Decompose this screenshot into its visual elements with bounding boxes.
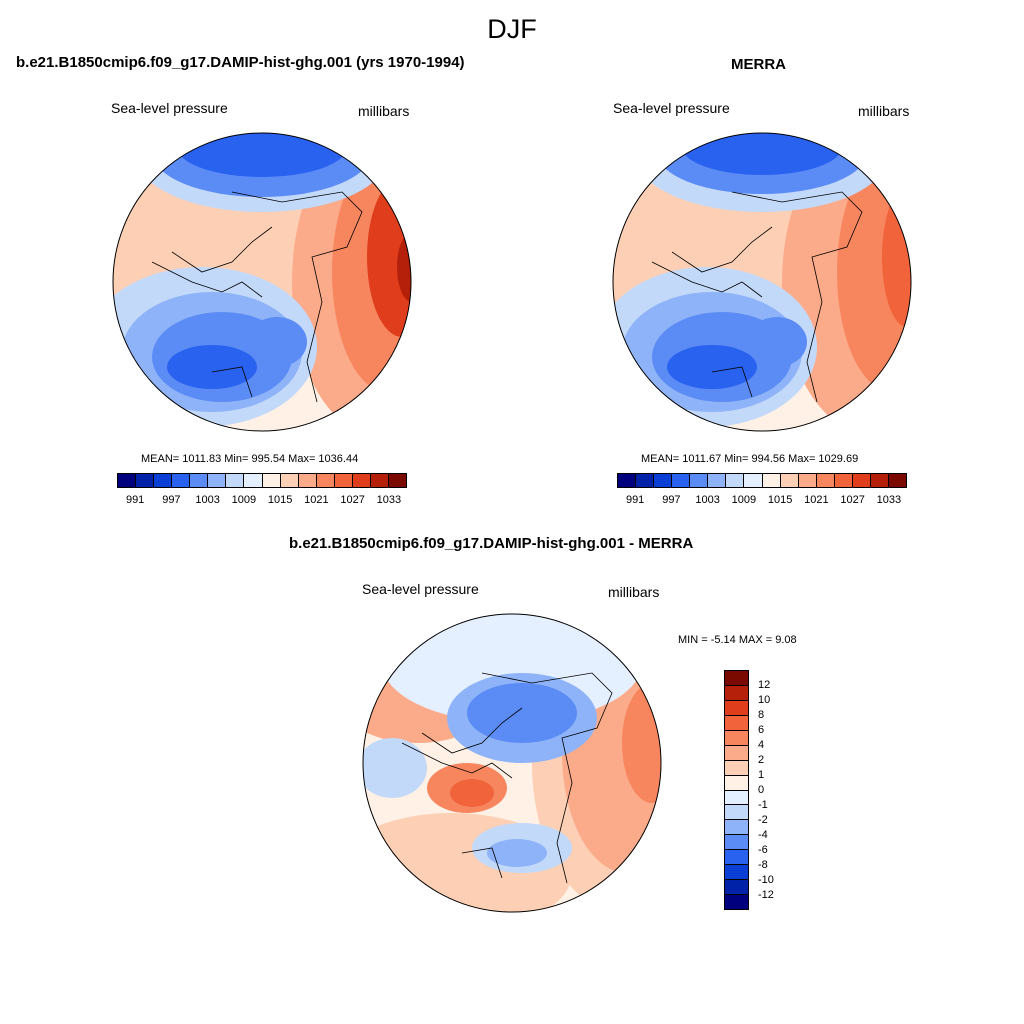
colorbar-swatch	[725, 685, 748, 701]
colorbar-swatch	[352, 474, 371, 487]
colorbar-swatch	[726, 474, 745, 487]
colorbar-swatch	[690, 474, 709, 487]
colorbar-swatch	[725, 790, 748, 806]
colorbar-swatch	[154, 474, 173, 487]
colorbar-swatch	[798, 474, 817, 487]
colorbar-swatch	[636, 474, 655, 487]
colorbar-tick-label: -10	[758, 874, 774, 886]
panel2-map	[612, 132, 912, 432]
colorbar-tick-label: 10	[758, 694, 771, 706]
colorbar-tick-label: 12	[758, 679, 771, 691]
panel2-title: MERRA	[731, 56, 786, 73]
colorbar-swatch	[780, 474, 799, 487]
colorbar-swatch	[725, 760, 748, 776]
colorbar-swatch	[190, 474, 209, 487]
colorbar-tick-label: 997	[662, 494, 681, 506]
panel2-units: millibars	[858, 103, 910, 119]
colorbar-swatch	[725, 895, 748, 909]
colorbar-swatch	[870, 474, 889, 487]
colorbar-tick-label: -6	[758, 844, 768, 856]
colorbar-tick-label: 2	[758, 754, 765, 766]
colorbar-swatch	[316, 474, 335, 487]
colorbar-swatch	[298, 474, 317, 487]
colorbar-tick-label: 1033	[876, 494, 902, 506]
colorbar-swatch	[172, 474, 191, 487]
colorbar-swatch	[725, 850, 748, 866]
colorbar-swatch	[725, 805, 748, 821]
colorbar-swatch	[725, 865, 748, 881]
colorbar-tick-label: 1027	[840, 494, 865, 506]
panel2-colorbar	[617, 473, 907, 488]
colorbar-swatch	[725, 715, 748, 731]
colorbar-swatch	[226, 474, 245, 487]
colorbar-tick-label: 1021	[304, 494, 329, 506]
colorbar-tick-label: 991	[125, 494, 145, 506]
panel3-colorbar	[724, 670, 749, 910]
colorbar-tick-label: -4	[758, 829, 768, 841]
colorbar-swatch	[725, 835, 748, 851]
colorbar-swatch	[816, 474, 835, 487]
colorbar-swatch	[654, 474, 673, 487]
colorbar-swatch	[762, 474, 781, 487]
colorbar-tick-label: 997	[162, 494, 181, 506]
colorbar-tick-label: 1	[758, 769, 765, 781]
colorbar-tick-label: 1009	[231, 494, 257, 506]
colorbar-swatch	[118, 474, 137, 487]
colorbar-swatch	[852, 474, 871, 487]
panel3-units: millibars	[608, 584, 660, 600]
colorbar-tick-label: 0	[758, 784, 765, 796]
colorbar-tick-label: 4	[758, 739, 765, 751]
colorbar-swatch	[725, 745, 748, 761]
colorbar-swatch	[725, 700, 748, 716]
panel1-units: millibars	[358, 103, 410, 119]
panel3-title: b.e21.B1850cmip6.f09_g17.DAMIP-hist-ghg.…	[289, 535, 694, 552]
colorbar-swatch	[725, 880, 748, 896]
colorbar-swatch	[136, 474, 155, 487]
panel1-stats: MEAN= 1011.83 Min= 995.54 Max= 1036.44	[141, 453, 359, 465]
colorbar-swatch	[725, 730, 748, 746]
colorbar-tick-label: 1003	[195, 494, 220, 506]
colorbar-swatch	[834, 474, 853, 487]
colorbar-tick-label: 991	[625, 494, 645, 506]
colorbar-tick-label: 1003	[695, 494, 720, 506]
panel3-variable: Sea-level pressure	[362, 581, 479, 597]
colorbar-tick-label: 1021	[804, 494, 829, 506]
colorbar-swatch	[725, 775, 748, 791]
colorbar-swatch	[280, 474, 299, 487]
figure-title: DJF	[487, 14, 537, 44]
colorbar-swatch	[244, 474, 263, 487]
colorbar-tick-label: 1015	[267, 494, 293, 506]
colorbar-swatch	[672, 474, 691, 487]
panel1-title: b.e21.B1850cmip6.f09_g17.DAMIP-hist-ghg.…	[16, 54, 465, 71]
colorbar-swatch	[708, 474, 727, 487]
colorbar-swatch	[744, 474, 763, 487]
colorbar-swatch	[262, 474, 281, 487]
colorbar-tick-label: -12	[758, 889, 774, 901]
colorbar-swatch	[334, 474, 353, 487]
colorbar-tick-label: 6	[758, 724, 765, 736]
colorbar-tick-label: -2	[758, 814, 768, 826]
panel2-variable: Sea-level pressure	[613, 100, 730, 116]
panel1-map	[112, 132, 412, 432]
panel2-stats: MEAN= 1011.67 Min= 994.56 Max= 1029.69	[641, 453, 859, 465]
colorbar-swatch	[888, 474, 906, 487]
colorbar-swatch	[725, 671, 748, 686]
panel1-colorbar	[117, 473, 407, 488]
colorbar-tick-label: 1027	[340, 494, 365, 506]
colorbar-tick-label: -1	[758, 799, 768, 811]
panel3-map	[362, 613, 662, 913]
colorbar-swatch	[725, 820, 748, 836]
panel3-stats: MIN = -5.14 MAX = 9.08	[678, 634, 797, 646]
colorbar-tick-label: 8	[758, 709, 765, 721]
colorbar-swatch	[208, 474, 227, 487]
panel1-variable: Sea-level pressure	[111, 100, 228, 116]
colorbar-swatch	[388, 474, 406, 487]
colorbar-swatch	[370, 474, 389, 487]
colorbar-tick-label: 1033	[376, 494, 402, 506]
colorbar-tick-label: 1015	[767, 494, 793, 506]
colorbar-swatch	[618, 474, 637, 487]
colorbar-tick-label: -8	[758, 859, 768, 871]
colorbar-tick-label: 1009	[731, 494, 757, 506]
